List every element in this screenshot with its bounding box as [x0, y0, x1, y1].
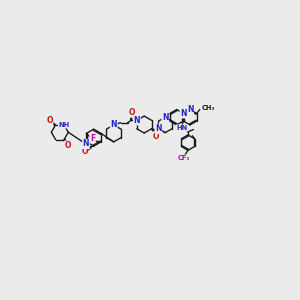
Text: O: O [152, 132, 159, 141]
Text: NH: NH [58, 122, 70, 128]
Text: N: N [134, 116, 140, 125]
Text: O: O [46, 116, 53, 125]
Text: N: N [83, 140, 89, 148]
Text: N: N [187, 105, 193, 114]
Text: N: N [155, 124, 162, 133]
Text: HN: HN [176, 125, 188, 131]
Text: N: N [180, 109, 187, 118]
Text: CF₃: CF₃ [177, 155, 190, 161]
Text: O: O [64, 141, 71, 150]
Text: N: N [110, 120, 117, 129]
Text: F: F [90, 134, 95, 142]
Text: N: N [162, 113, 168, 122]
Text: CH₃: CH₃ [202, 105, 215, 111]
Text: O: O [129, 108, 136, 117]
Text: O: O [81, 147, 88, 156]
